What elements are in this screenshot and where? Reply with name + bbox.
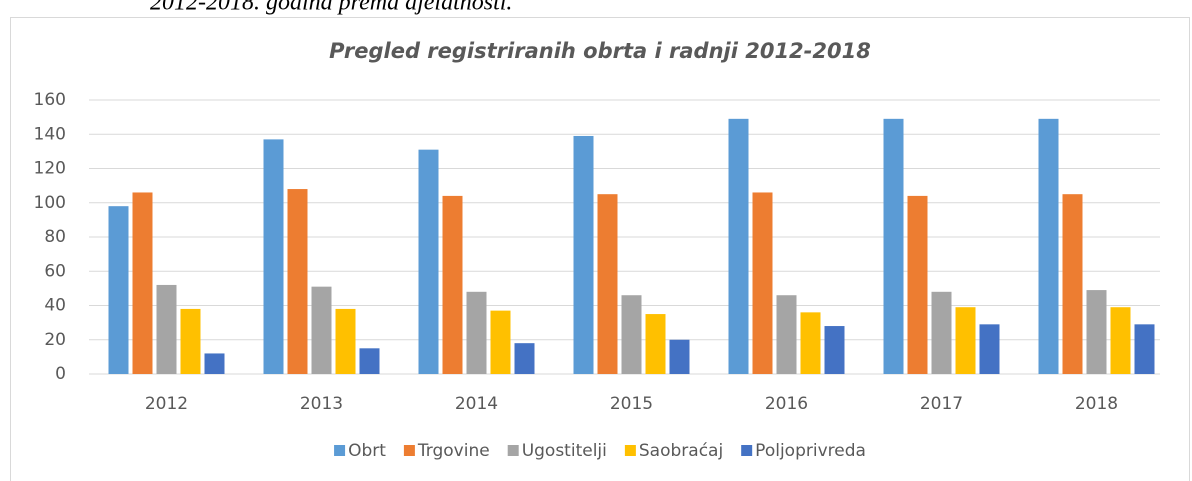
bar: [180, 308, 201, 374]
bar: [1086, 290, 1107, 374]
legend-swatch: [741, 445, 753, 456]
bar: [669, 339, 690, 374]
bar: [1134, 324, 1155, 374]
bar: [728, 118, 749, 375]
bar: [442, 195, 463, 374]
bar: [263, 139, 284, 374]
bar: [466, 291, 487, 374]
y-tick-label: 60: [44, 261, 66, 281]
bar: [335, 308, 356, 374]
legend-swatch: [507, 445, 519, 456]
bar: [204, 353, 225, 374]
y-tick-label: 80: [44, 227, 66, 247]
y-tick-label: 140: [34, 124, 66, 144]
bar: [800, 312, 821, 374]
bar: [955, 307, 976, 374]
bar: [418, 149, 439, 374]
bar: [108, 206, 129, 374]
bar: [359, 348, 380, 374]
bar: [514, 343, 535, 374]
legend-swatch: [624, 445, 636, 456]
bar: [776, 295, 797, 374]
bar: [132, 192, 153, 374]
y-tick-label: 40: [44, 296, 66, 316]
legend-label: Poljoprivreda: [755, 441, 866, 461]
legend-label: Trgovine: [417, 441, 490, 461]
x-tick-label: 2018: [1075, 394, 1118, 414]
legend-swatch: [334, 445, 346, 456]
bar: [931, 291, 952, 374]
bar: [156, 284, 177, 374]
y-tick-label: 20: [44, 330, 66, 350]
bar: [597, 194, 618, 374]
bar: [979, 324, 1000, 374]
y-tick-label: 160: [34, 90, 66, 110]
chart-title: Pregled registriranih obrta i radnji 201…: [329, 39, 871, 63]
x-tick-label: 2017: [920, 394, 963, 414]
legend-swatch: [403, 445, 415, 456]
x-tick-label: 2013: [300, 394, 343, 414]
bar: [645, 314, 666, 374]
bar: [573, 135, 594, 374]
x-tick-label: 2016: [765, 394, 808, 414]
bar: [311, 286, 332, 374]
bar: [1062, 194, 1083, 374]
legend: Obrt Trgovine Ugostitelji Saobraćaj Poljopri…: [334, 441, 866, 461]
y-tick-label: 0: [55, 364, 66, 384]
bar: [907, 195, 928, 374]
y-tick-label: 120: [34, 159, 66, 179]
bar: [1038, 118, 1059, 375]
bar: [824, 326, 845, 374]
bar: [490, 310, 511, 374]
x-tick-label: 2015: [610, 394, 653, 414]
legend-label: Obrt: [348, 441, 386, 461]
legend-label: Ugostitelji: [522, 441, 607, 461]
bar: [287, 189, 308, 374]
y-tick-label: 100: [34, 193, 66, 213]
caption: 2012-2018. godina prema djelatnosti.: [150, 0, 512, 16]
bar: [883, 118, 904, 375]
x-tick-label: 2014: [455, 394, 498, 414]
bar: [1110, 307, 1131, 374]
bar: [621, 295, 642, 374]
legend-label: Saobraćaj: [639, 441, 723, 461]
bar: [752, 192, 773, 374]
x-tick-label: 2012: [145, 394, 188, 414]
